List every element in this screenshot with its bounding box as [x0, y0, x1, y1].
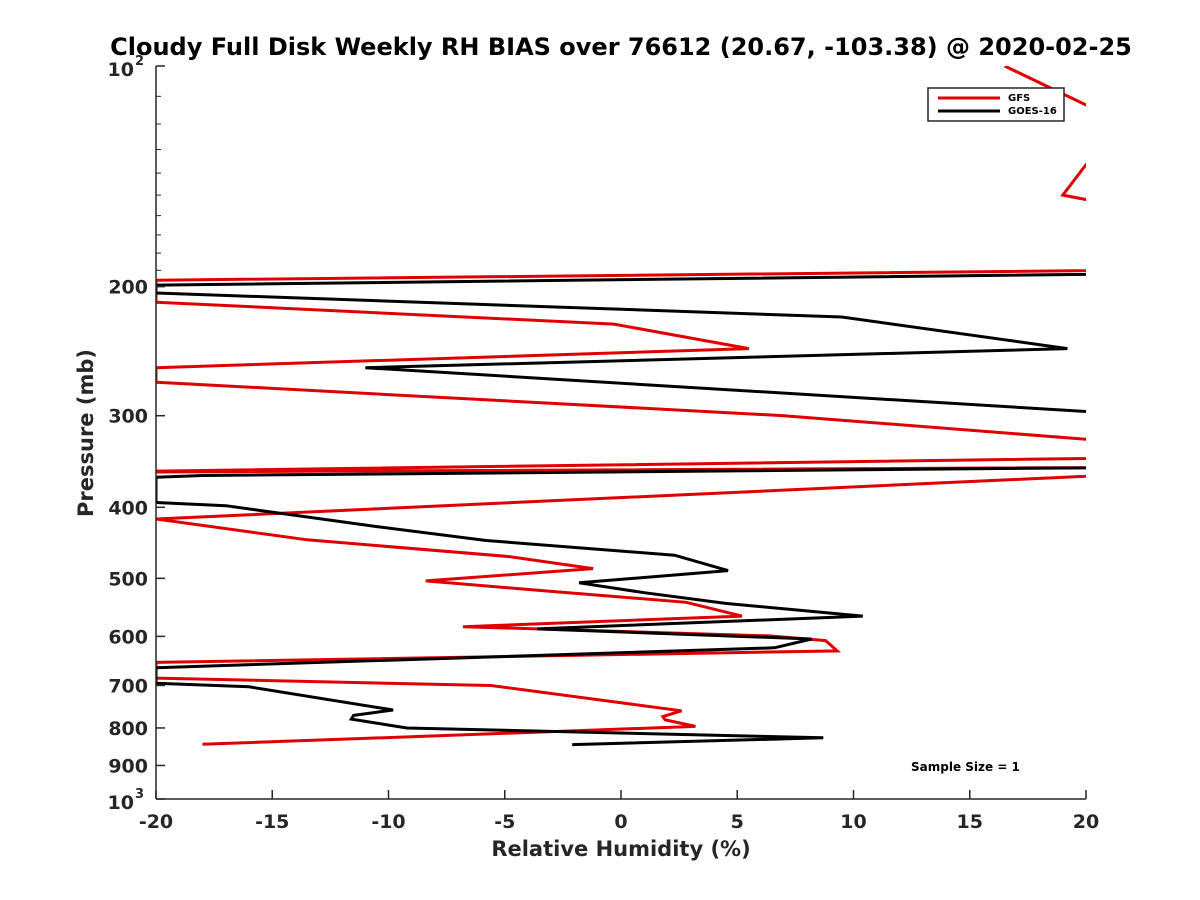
y-tick-label-exponent: 2 — [135, 54, 144, 69]
y-tick-label-exponent: 3 — [135, 787, 144, 802]
x-tick-label: 5 — [731, 811, 744, 833]
y-axis-label: Pressure (mb) — [74, 349, 98, 517]
legend-label-gfs: GFS — [1008, 93, 1030, 104]
series-line-gfs — [156, 66, 1086, 746]
legend-box — [927, 87, 1065, 122]
x-tick-label: -20 — [139, 811, 173, 833]
y-tick-label: 800 — [108, 718, 148, 740]
sample-size-annotation: Sample Size = 1 — [911, 760, 1020, 774]
y-tick-label-power: 10 3 — [108, 787, 145, 814]
x-tick-label: 15 — [957, 811, 983, 833]
y-tick-label: 200 — [108, 277, 148, 299]
y-tick-label-base: 10 — [108, 59, 134, 81]
x-axis-label: Relative Humidity (%) — [491, 837, 750, 861]
y-tick-label-base: 10 — [108, 792, 134, 814]
legend: GFS GOES-16 — [927, 87, 1065, 122]
y-tick-label: 400 — [108, 497, 148, 519]
y-tick-label: 600 — [108, 626, 148, 648]
y-tick-label-power: 10 2 — [108, 54, 145, 81]
y-tick-label: 900 — [108, 755, 148, 777]
x-tick-label: 20 — [1073, 811, 1099, 833]
axes-layer — [155, 66, 1086, 800]
series-line-goes16 — [156, 272, 1086, 747]
legend-label-goes16: GOES-16 — [1008, 106, 1057, 117]
y-tick-label: 500 — [108, 568, 148, 590]
chart-title: Cloudy Full Disk Weekly RH BIAS over 766… — [110, 33, 1132, 61]
series-layer — [156, 66, 1086, 747]
y-tick-label: 300 — [108, 406, 148, 428]
x-tick-label: -5 — [494, 811, 515, 833]
x-tick-label: -15 — [255, 811, 289, 833]
y-tick-label: 700 — [108, 675, 148, 697]
x-tick-label: -10 — [371, 811, 405, 833]
x-tick-label: 10 — [840, 811, 866, 833]
x-tick-label: 0 — [614, 811, 627, 833]
